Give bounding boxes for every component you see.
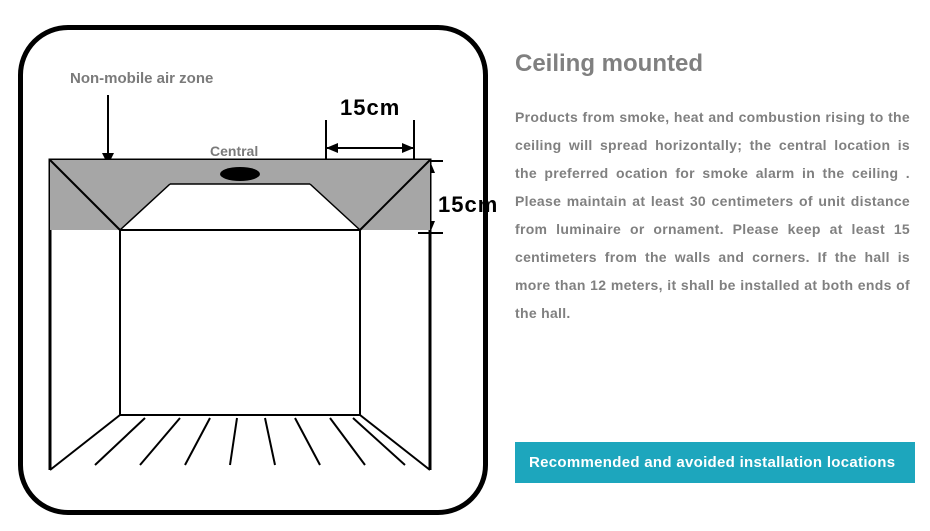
diagram-panel: Non-mobile air zone Central 15cm 15cm <box>0 0 505 531</box>
room-cross-section-icon <box>35 150 465 480</box>
label-nonmobile-air-zone: Non-mobile air zone <box>70 70 213 87</box>
dimension-label-top: 15cm <box>340 95 400 121</box>
section-title: Ceiling mounted <box>515 50 910 78</box>
text-panel: Ceiling mounted Products from smoke, hea… <box>505 0 930 531</box>
body-paragraph: Products from smoke, heat and combustion… <box>515 103 910 327</box>
page-container: Non-mobile air zone Central 15cm 15cm <box>0 0 930 531</box>
recommendation-banner: Recommended and avoided installation loc… <box>515 442 915 483</box>
